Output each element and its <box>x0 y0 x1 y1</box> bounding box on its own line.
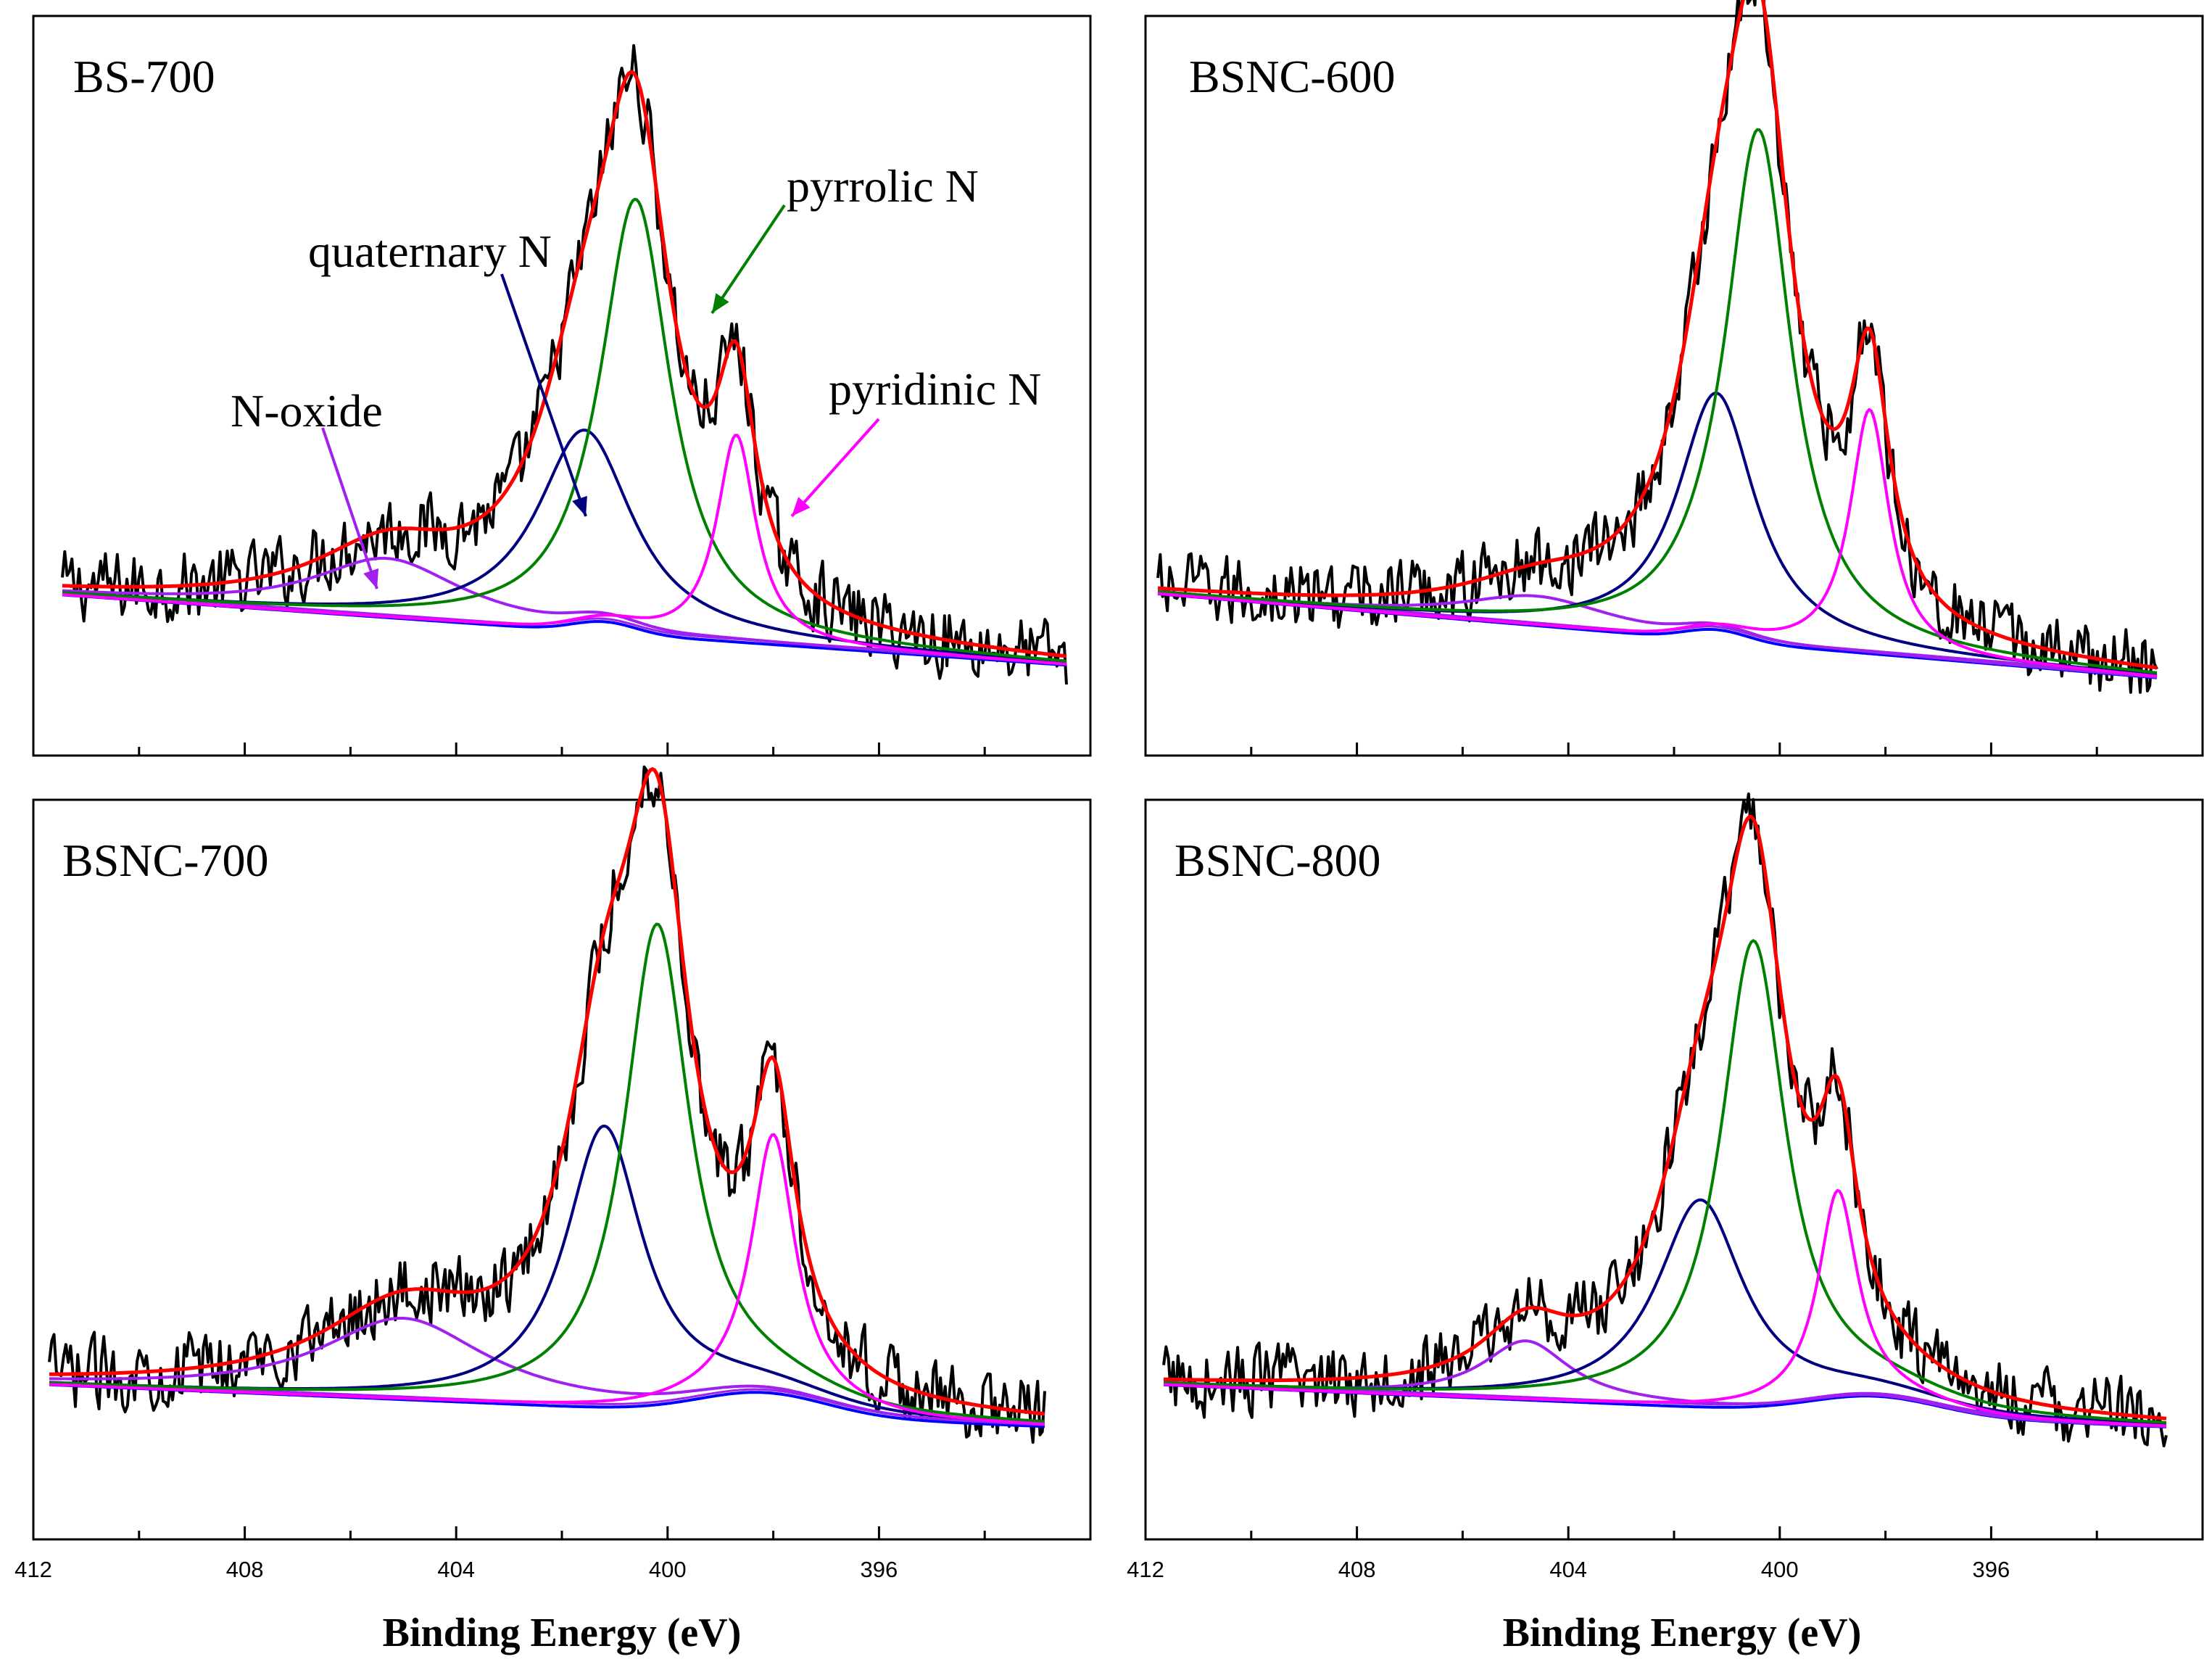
pyrrolic-n-peak-line <box>1157 128 2158 674</box>
n-oxide-peak-line <box>62 556 1067 666</box>
x-tick-label: 404 <box>437 1557 475 1582</box>
envelope-fit-line <box>1164 814 2167 1420</box>
pyrrolic-n-peak-line <box>49 922 1045 1423</box>
arrow-pyrrolic-n <box>711 204 786 315</box>
panel-frame <box>32 798 1092 1541</box>
panel-bsnc-800: 412 408 404 400 396 BSNC-800 <box>1127 792 2204 1582</box>
arrow-quaternary-n-head <box>572 495 587 516</box>
arrow-n-oxide-head <box>363 568 379 589</box>
raw-spectrum-line <box>1162 792 2168 1447</box>
panel-bsnc-600: BSNC-600 <box>1144 0 2204 757</box>
x-axis-label: Binding Energy (eV) <box>1503 1610 1862 1655</box>
envelope-fit-line <box>49 766 1045 1416</box>
x-tick-label: 396 <box>1973 1557 2010 1582</box>
envelope-fit-line <box>62 70 1067 658</box>
label-quaternary-n: quaternary N <box>308 226 552 277</box>
x-tick-label: 412 <box>1127 1557 1164 1582</box>
raw-spectrum-line <box>1156 0 2158 694</box>
x-tick-label: 396 <box>861 1557 898 1582</box>
pyridinic-n-peak-line <box>62 434 1067 666</box>
label-n-oxide: N-oxide <box>231 385 383 437</box>
pyrrolic-n-peak-line <box>1163 938 2167 1424</box>
n-oxide-peak-line <box>49 1317 1045 1426</box>
x-tick-label: 408 <box>226 1557 264 1582</box>
label-pyridinic-n: pyridinic N <box>829 363 1041 415</box>
panel-frame <box>1144 798 2204 1541</box>
envelope-fit-line <box>1157 0 2158 670</box>
panel-bsnc-700: 412 408 404 400 396 BSNC-700 <box>15 765 1092 1582</box>
x-tick-label: 400 <box>1761 1557 1799 1582</box>
x-tick-label: 400 <box>649 1557 687 1582</box>
pyridinic-n-peak-line <box>1163 1188 2167 1428</box>
arrow-quaternary-n <box>500 273 587 517</box>
pyrrolic-n-peak-line <box>62 197 1067 663</box>
x-tick-label: 412 <box>15 1557 52 1582</box>
arrow-n-oxide <box>321 427 378 590</box>
panel-title: BSNC-800 <box>1175 835 1381 886</box>
pyridinic-n-peak-line <box>49 1133 1045 1426</box>
x-axis-label: Binding Energy (eV) <box>383 1610 742 1655</box>
panel-title: BS-700 <box>73 51 215 102</box>
arrow-pyridinic-n <box>790 418 880 518</box>
annotations: N-oxide quaternary N pyrrolic N pyridinic N <box>231 160 1041 590</box>
arrow-pyrrolic-n-head <box>712 293 729 313</box>
label-pyrrolic-n: pyrrolic N <box>787 160 979 212</box>
x-tick-label: 408 <box>1338 1557 1376 1582</box>
panel-title: BSNC-600 <box>1189 51 1396 102</box>
arrow-pyridinic-n-head <box>792 497 811 516</box>
panel-title: BSNC-700 <box>62 835 269 886</box>
x-tick-label: 404 <box>1549 1557 1587 1582</box>
pyridinic-n-peak-line <box>1157 408 2158 678</box>
panel-bs-700: BS-700 <box>32 15 1092 757</box>
